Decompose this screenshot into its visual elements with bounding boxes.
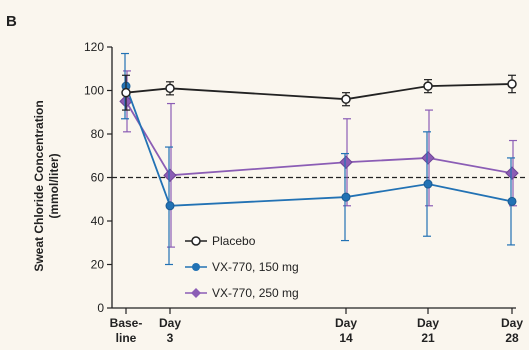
y-tick-label: 20: [91, 258, 105, 272]
x-tick-label: Day: [335, 316, 357, 330]
x-tick-label: 21: [421, 331, 435, 345]
data-point: [507, 196, 517, 206]
y-axis-title: Sweat Chloride Concentration (mmol/liter…: [32, 100, 61, 271]
legend-label: VX-770, 150 mg: [212, 260, 299, 274]
legend-item: Placebo: [185, 234, 256, 248]
legend-label: Placebo: [212, 234, 256, 248]
legend-marker: [192, 263, 200, 271]
y-tick-label: 100: [84, 84, 104, 98]
data-point: [423, 81, 433, 91]
y-tick-label: 0: [97, 301, 104, 315]
data-point: [165, 83, 175, 94]
y-tick-label: 40: [91, 214, 105, 228]
x-tick-label: Day: [501, 316, 523, 330]
x-tick-label: line: [116, 331, 137, 345]
axes: 020406080100120Base-lineDay3Day14Day21Da…: [84, 40, 523, 345]
series-filled-circle: [121, 52, 517, 266]
legend-label: VX-770, 250 mg: [212, 286, 299, 300]
series-line: [125, 83, 513, 101]
x-tick-label: Day: [417, 316, 439, 330]
x-tick-label: 28: [505, 331, 519, 345]
data-point: [165, 201, 175, 211]
y-axis-title-line-1: Sweat Chloride Concentration: [32, 100, 46, 271]
data-point: [121, 87, 131, 98]
y-tick-label: 120: [84, 40, 104, 54]
data-point: [339, 155, 353, 169]
y-axis-title-line-2: (mmol/liter): [47, 153, 61, 218]
panel-label: B: [6, 13, 17, 30]
data-point: [505, 166, 519, 180]
x-tick-label: 3: [167, 331, 174, 345]
y-tick-label: 80: [91, 127, 105, 141]
data-point: [421, 151, 435, 165]
x-tick-label: 14: [339, 331, 353, 345]
data-point: [507, 79, 517, 89]
series-layer: [119, 52, 519, 266]
legend-marker: [191, 236, 201, 246]
x-tick-label: Day: [159, 316, 181, 330]
legend: Placebo VX-770, 150 mg VX-770, 250 mg: [185, 234, 299, 300]
data-point: [423, 179, 433, 189]
series-line: [125, 85, 513, 207]
series-line: [125, 100, 513, 177]
series-diamond: [119, 70, 519, 248]
series-open-circle: [121, 74, 517, 111]
x-tick-label: Base-: [110, 316, 143, 330]
data-point: [341, 192, 351, 202]
data-point: [341, 94, 351, 104]
legend-item: VX-770, 250 mg: [185, 286, 299, 300]
legend-marker: [191, 288, 201, 298]
data-point: [163, 168, 177, 183]
legend-item: VX-770, 150 mg: [185, 260, 299, 274]
y-tick-label: 60: [91, 171, 105, 185]
